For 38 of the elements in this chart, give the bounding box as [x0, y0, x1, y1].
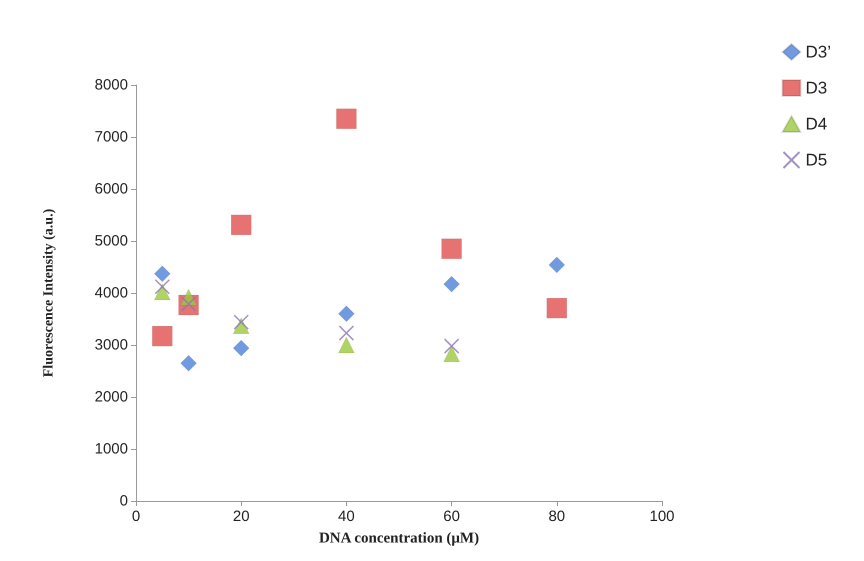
y-tick-label: 0: [120, 492, 128, 510]
point: [180, 354, 197, 372]
y-tick-label: 8000: [94, 76, 128, 94]
y-tick-label: 6000: [94, 180, 128, 198]
y-tick-label: 4000: [94, 284, 128, 302]
point: [444, 338, 460, 354]
point: [336, 108, 357, 130]
point: [154, 279, 170, 295]
legend-label: D3: [805, 78, 828, 98]
x-tick-label: 80: [548, 508, 566, 525]
point: [443, 346, 460, 362]
point: [154, 266, 171, 282]
point: [548, 256, 566, 274]
y-tick-label: 5000: [94, 232, 128, 250]
y-tick-label: 3000: [94, 336, 128, 354]
legend-label: D3’: [805, 42, 832, 62]
y-tick-label: 2000: [94, 388, 128, 406]
point: [441, 238, 462, 260]
point: [443, 276, 460, 292]
y-tick-label: 1000: [94, 440, 128, 458]
point: [233, 314, 249, 330]
x-tick-label: 0: [132, 508, 140, 525]
point: [546, 298, 568, 318]
x-tick-label: 40: [338, 508, 355, 525]
point: [232, 340, 250, 356]
x-tick-label: 20: [232, 508, 250, 525]
legend-label: D5: [805, 150, 828, 170]
point: [230, 214, 252, 236]
point: [338, 336, 355, 354]
y-tick-label: 7000: [94, 128, 128, 146]
point: [338, 325, 354, 341]
x-axis-title: DNA concentration (μM): [318, 530, 480, 546]
point: [338, 306, 355, 322]
legend-label: D4: [805, 114, 828, 134]
y-axis-title: Fluorescence Intensity (a.u.): [42, 208, 56, 378]
x-tick-label: 60: [443, 508, 460, 525]
x-tick-label: 100: [649, 508, 675, 525]
point: [152, 326, 173, 346]
